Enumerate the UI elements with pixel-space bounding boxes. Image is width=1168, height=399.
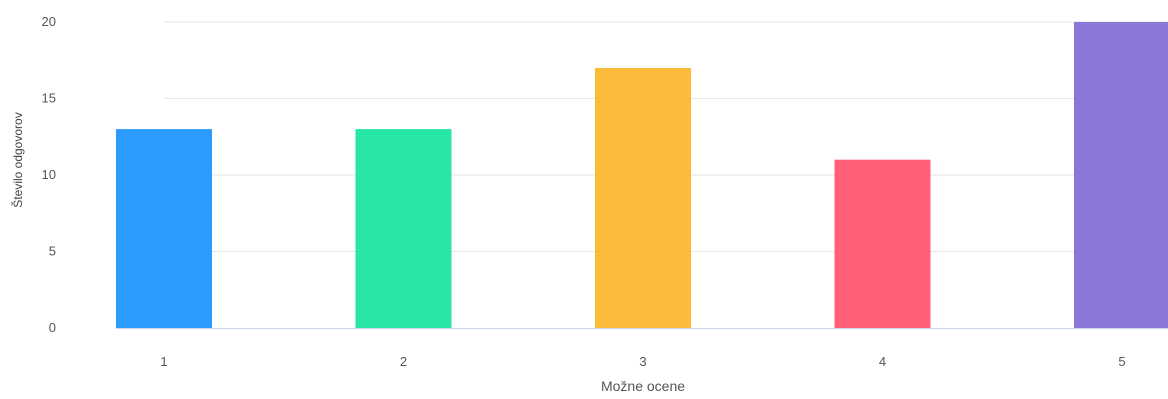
x-tick-label: 1 bbox=[160, 354, 167, 369]
y-axis-title: Število odgovorov bbox=[10, 112, 25, 207]
bar[interactable] bbox=[355, 129, 452, 328]
bar[interactable] bbox=[116, 129, 212, 328]
y-tick-label: 0 bbox=[49, 320, 56, 335]
x-axis-title: Možne ocene bbox=[601, 378, 685, 394]
x-tick-label: 3 bbox=[639, 354, 646, 369]
y-tick-label: 20 bbox=[42, 14, 56, 29]
y-tick-label: 10 bbox=[42, 167, 56, 182]
y-tick-label: 15 bbox=[42, 91, 56, 106]
x-tick-label: 5 bbox=[1118, 354, 1125, 369]
bar[interactable] bbox=[1074, 22, 1168, 328]
x-tick-label: 2 bbox=[400, 354, 407, 369]
x-axis-ticks: 1 2 3 4 5 bbox=[160, 354, 1125, 369]
bar[interactable] bbox=[595, 67, 691, 329]
y-tick-label: 5 bbox=[49, 244, 56, 259]
y-axis-ticks: 0 5 10 15 20 bbox=[42, 14, 56, 335]
bar[interactable] bbox=[834, 159, 931, 328]
x-tick-label: 4 bbox=[879, 354, 886, 369]
bars bbox=[116, 22, 1168, 329]
